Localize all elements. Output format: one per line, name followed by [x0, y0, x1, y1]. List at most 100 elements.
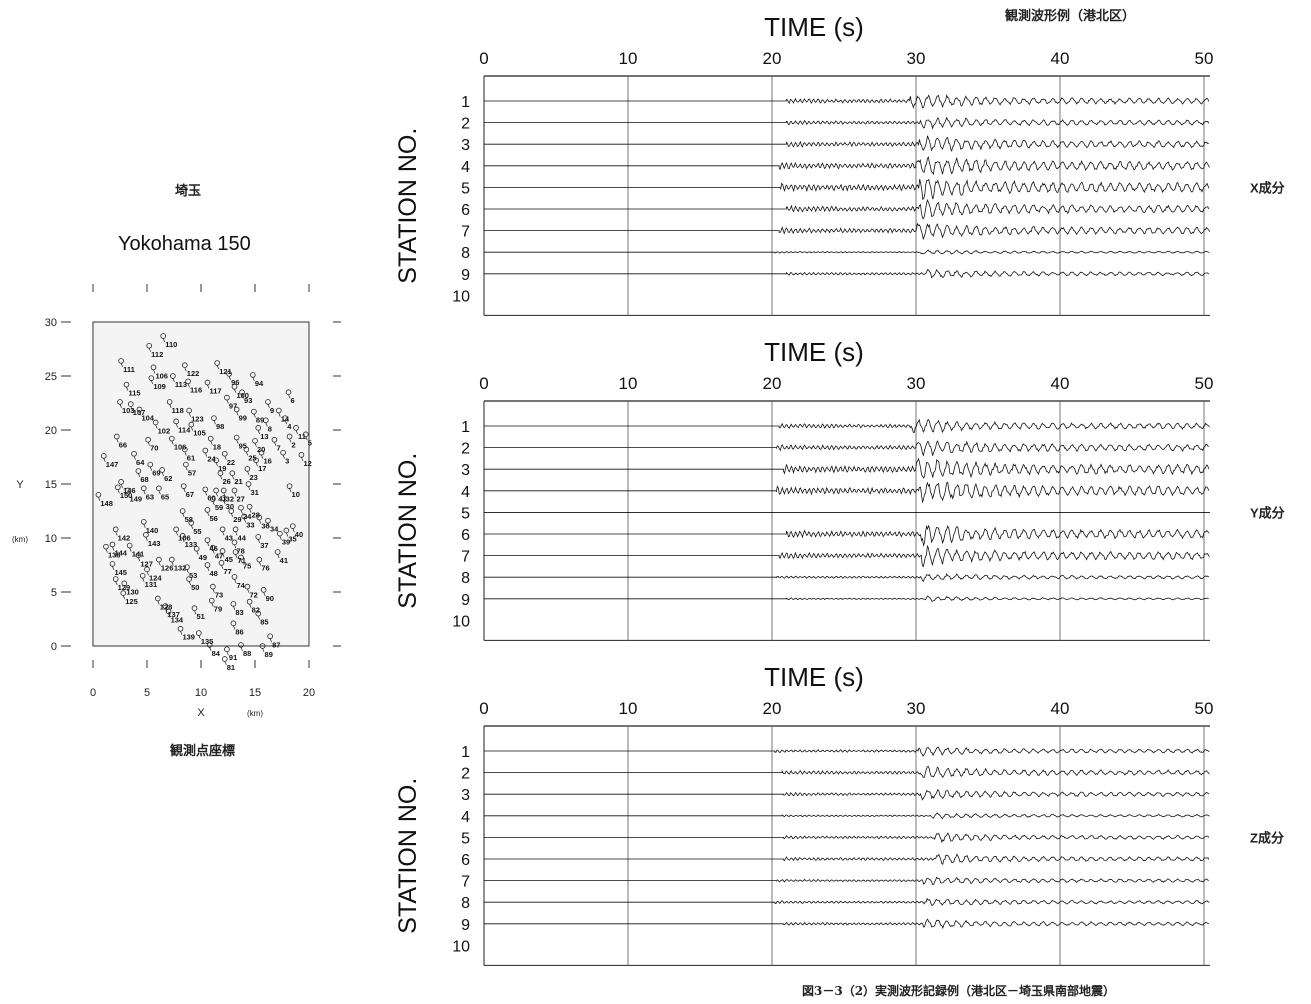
station-id: 23 — [249, 473, 257, 482]
station-leader — [235, 531, 238, 536]
station-point — [255, 425, 262, 431]
station-id: 17 — [258, 464, 266, 473]
map-y-tick-label: 5 — [51, 587, 57, 599]
station-leader — [224, 456, 227, 460]
station-id: 46 — [209, 544, 217, 553]
waveform-trace — [484, 268, 1210, 279]
map-x-label: X — [197, 707, 205, 719]
station-id: 59 — [215, 503, 223, 512]
station-leader — [255, 462, 258, 467]
time-tick-label: 20 — [763, 374, 782, 393]
station-marker: 141 — [126, 542, 144, 559]
station-point — [121, 580, 128, 587]
station-id: 96 — [231, 378, 239, 387]
station-point — [293, 425, 299, 431]
station-id: 129 — [118, 583, 131, 592]
station-id: 40 — [295, 530, 303, 539]
station-point — [186, 407, 192, 414]
station-tick-label: 9 — [461, 592, 470, 609]
station-id: 97 — [229, 402, 237, 411]
station-marker: 20 — [252, 438, 265, 454]
station-id: 98 — [216, 422, 224, 431]
station-leader — [279, 535, 282, 540]
station-leader — [216, 365, 220, 370]
station-leader — [180, 630, 183, 635]
waveform-trace — [484, 198, 1210, 219]
station-id: 128 — [160, 602, 173, 611]
station-leader — [204, 452, 208, 457]
station-marker: 85 — [255, 610, 269, 627]
station-id: 79 — [214, 605, 222, 614]
station-id: 49 — [199, 553, 207, 562]
station-tick-label: 7 — [461, 874, 470, 891]
station-leader — [292, 528, 295, 533]
station-leader — [182, 513, 185, 518]
station-id: 36 — [261, 521, 269, 530]
station-leader — [153, 369, 156, 374]
station-tick-label: 3 — [461, 787, 470, 804]
station-marker: 7 — [271, 436, 281, 453]
station-marker: 79 — [209, 597, 222, 614]
station-marker: 105 — [188, 421, 206, 438]
station-tick-label: 5 — [461, 830, 470, 847]
station-marker: 81 — [221, 656, 235, 672]
station-leader — [194, 610, 197, 615]
station-marker: 76 — [256, 556, 270, 573]
station-marker: 39 — [277, 530, 290, 547]
station-marker: 123 — [186, 407, 204, 424]
station-leader — [139, 411, 142, 416]
station-id: 71 — [238, 556, 246, 565]
station-marker: 106 — [150, 364, 168, 380]
station-leader — [117, 489, 120, 494]
station-leader — [175, 423, 178, 428]
station-marker: 17 — [253, 457, 266, 473]
station-leader — [126, 386, 129, 391]
station-tick-label: 8 — [461, 570, 470, 587]
station-marker: 50 — [186, 576, 199, 592]
station-leader — [186, 569, 189, 574]
station-marker: 115 — [123, 381, 141, 398]
station-tick-label: 9 — [461, 267, 470, 284]
station-marker: 134 — [165, 608, 184, 624]
station-id: 65 — [161, 492, 169, 501]
station-marker: 150 — [115, 484, 132, 500]
station-marker: 142 — [112, 526, 130, 542]
station-id: 78 — [236, 546, 244, 555]
station-id: 81 — [227, 663, 235, 672]
station-id: 110 — [165, 340, 177, 349]
station-tick-label: 6 — [461, 202, 470, 219]
station-marker: 128 — [155, 595, 173, 611]
station-id: 28 — [252, 511, 260, 520]
station-marker: 34 — [265, 517, 279, 534]
time-tick-label: 30 — [907, 699, 926, 718]
station-leader — [190, 426, 194, 431]
station-leader — [187, 383, 190, 388]
station-point — [210, 496, 216, 502]
station-marker: 44 — [232, 526, 247, 542]
station-leader — [123, 585, 127, 590]
station-id: 134 — [171, 615, 184, 624]
station-marker: 60 — [202, 486, 216, 502]
station-leader — [240, 559, 243, 564]
station-leader — [169, 404, 172, 409]
station-marker: 69 — [147, 461, 161, 478]
station-marker: 122 — [182, 362, 199, 378]
station-id: 90 — [266, 594, 274, 603]
station-marker: 131 — [139, 572, 157, 589]
station-tick-label: 6 — [461, 527, 470, 544]
station-id: 73 — [215, 591, 223, 600]
station-marker: 30 — [220, 495, 234, 511]
station-marker: 56 — [204, 507, 218, 523]
station-marker: 41 — [213, 487, 226, 503]
station-id: 121 — [219, 367, 232, 376]
station-leader — [120, 484, 123, 488]
map-y-tick-label: 30 — [45, 317, 57, 329]
station-marker: 124 — [144, 566, 162, 582]
station-leader — [129, 547, 132, 552]
station-marker: 89 — [251, 408, 264, 425]
station-tick-label: 6 — [461, 852, 470, 869]
waveform-trace — [484, 481, 1210, 504]
station-leader — [143, 524, 146, 528]
station-id: 13 — [260, 432, 268, 441]
